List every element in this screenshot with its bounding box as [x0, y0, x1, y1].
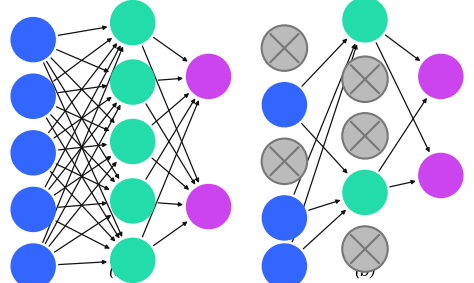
Ellipse shape [110, 178, 155, 224]
Ellipse shape [110, 59, 155, 105]
Ellipse shape [342, 113, 388, 158]
Ellipse shape [342, 0, 388, 42]
Ellipse shape [110, 119, 155, 164]
Ellipse shape [342, 57, 388, 102]
Text: (a): (a) [108, 265, 129, 279]
Ellipse shape [10, 243, 56, 283]
Ellipse shape [186, 184, 231, 229]
Ellipse shape [262, 25, 307, 71]
Ellipse shape [262, 82, 307, 127]
Ellipse shape [262, 195, 307, 241]
Ellipse shape [10, 187, 56, 232]
Ellipse shape [418, 153, 464, 198]
Ellipse shape [418, 54, 464, 99]
Ellipse shape [186, 54, 231, 99]
Ellipse shape [10, 74, 56, 119]
Ellipse shape [110, 0, 155, 45]
Ellipse shape [110, 238, 155, 283]
Ellipse shape [342, 170, 388, 215]
Ellipse shape [262, 243, 307, 283]
Ellipse shape [10, 17, 56, 62]
Ellipse shape [262, 139, 307, 184]
Text: (b): (b) [354, 265, 376, 279]
Ellipse shape [10, 130, 56, 175]
Ellipse shape [342, 226, 388, 272]
